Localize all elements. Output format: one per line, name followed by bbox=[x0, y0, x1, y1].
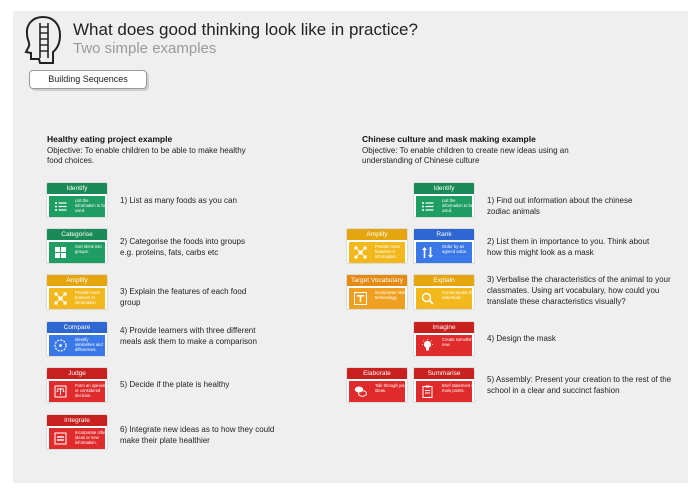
card-title: Compare bbox=[47, 322, 107, 333]
head-ladder-logo-icon bbox=[24, 15, 62, 64]
card-summarise[interactable]: Summarise Brief statement of main points… bbox=[413, 367, 475, 403]
card-description: Communicate the essentials. bbox=[442, 290, 475, 300]
card-description: List the information to be used. bbox=[75, 198, 107, 213]
card-title: Elaborate bbox=[347, 368, 407, 379]
card-rank[interactable]: Rank Order by an agreed value. bbox=[413, 228, 475, 264]
left-step-5: 5) Decide if the plate is healthy bbox=[120, 380, 230, 389]
card-amplify-right[interactable]: Amplify Provide more features or informa… bbox=[346, 228, 408, 264]
card-amplify[interactable]: Amplify Provide more features or informa… bbox=[46, 274, 108, 310]
lightbulb-icon bbox=[422, 339, 433, 351]
card-compare[interactable]: Compare Identify similarities and differ… bbox=[46, 321, 108, 357]
card-title: Explain bbox=[414, 275, 474, 286]
left-step-3: 3) Explain the features of each food gro… bbox=[120, 287, 247, 307]
card-title: Amplify bbox=[47, 275, 107, 286]
page-subtitle: Two simple examples bbox=[73, 40, 217, 57]
card-categorise[interactable]: Categorise Sort items into groups. bbox=[46, 228, 108, 264]
speech-icon bbox=[354, 386, 367, 397]
list-icon bbox=[422, 202, 434, 211]
list-icon bbox=[55, 202, 67, 211]
scales-icon bbox=[54, 385, 67, 398]
card-description: Create something new. bbox=[442, 337, 475, 347]
card-identify-right[interactable]: Identify List the information to be used… bbox=[413, 182, 475, 218]
card-title: Rank bbox=[414, 229, 474, 240]
right-step-3: 3) Verbalise the characteristics of the … bbox=[487, 275, 671, 306]
card-imagine[interactable]: Imagine Create something new. bbox=[413, 321, 475, 357]
card-target-vocabulary[interactable]: Target Vocabulary Incorporate new termin… bbox=[346, 274, 408, 310]
card-description: Brief statement of main points. bbox=[442, 383, 475, 393]
card-description: Incorporate others ideas or new informat… bbox=[75, 430, 108, 445]
clipboard-icon bbox=[422, 385, 433, 398]
left-step-2: 2) Categorise the foods into groups e.g.… bbox=[120, 237, 245, 257]
card-description: Identify similarities and differences. bbox=[75, 337, 103, 352]
network-icon bbox=[54, 292, 67, 305]
right-step-1: 1) Find out information about the chines… bbox=[487, 196, 633, 216]
text-icon bbox=[354, 292, 367, 305]
card-integrate[interactable]: Integrate Incorporate others ideas or ne… bbox=[46, 414, 108, 450]
card-title: Judge bbox=[47, 368, 107, 379]
circle-compare-icon bbox=[54, 339, 67, 352]
right-step-4: 4) Design the mask bbox=[487, 334, 556, 343]
card-title: Imagine bbox=[414, 322, 474, 333]
card-title: Identify bbox=[47, 183, 107, 194]
card-description: Talk through your ideas. bbox=[375, 383, 408, 393]
right-column-title: Chinese culture and mask making example bbox=[362, 134, 536, 144]
building-sequences-button[interactable]: Building Sequences bbox=[29, 70, 147, 89]
card-elaborate[interactable]: Elaborate Talk through your ideas. bbox=[346, 367, 408, 403]
equals-icon bbox=[54, 432, 67, 445]
card-description: Provide more features or information. bbox=[75, 290, 100, 305]
card-description: Provide more features or information. bbox=[375, 244, 400, 259]
card-description: Form an opinion or considered decision. bbox=[75, 383, 106, 398]
network-icon bbox=[354, 246, 367, 259]
left-step-4: 4) Provide learners with three different… bbox=[120, 326, 257, 346]
card-description: Order by an agreed value. bbox=[442, 244, 468, 254]
left-step-1: 1) List as many foods as you can bbox=[120, 196, 237, 205]
right-objective: Objective: To enable children to create … bbox=[362, 146, 569, 165]
grid-icon bbox=[55, 247, 66, 258]
card-explain[interactable]: Explain Communicate the essentials. bbox=[413, 274, 475, 310]
card-title: Amplify bbox=[347, 229, 407, 240]
card-title: Integrate bbox=[47, 415, 107, 426]
left-column-title: Healthy eating project example bbox=[47, 134, 173, 144]
card-title: Summarise bbox=[414, 368, 474, 379]
card-title: Target Vocabulary bbox=[347, 275, 407, 286]
magnifier-icon bbox=[421, 292, 434, 305]
left-step-6: 6) Integrate new ideas as to how they co… bbox=[120, 425, 275, 445]
page-title: What does good thinking look like in pra… bbox=[73, 20, 418, 39]
right-step-2: 2) List them in importance to you. Think… bbox=[487, 237, 650, 257]
card-description: Incorporate new terminology. bbox=[375, 290, 406, 300]
card-identify[interactable]: Identify List the information to be used… bbox=[46, 182, 108, 218]
right-step-5: 5) Assembly: Present your creation to th… bbox=[487, 375, 672, 395]
sort-arrows-icon bbox=[422, 247, 433, 258]
card-description: Sort items into groups. bbox=[75, 244, 102, 254]
card-judge[interactable]: Judge Form an opinion or considered deci… bbox=[46, 367, 108, 403]
card-title: Categorise bbox=[47, 229, 107, 240]
card-description: List the information to be used. bbox=[442, 198, 474, 213]
card-title: Identify bbox=[414, 183, 474, 194]
left-objective: Objective: To enable children to be able… bbox=[47, 146, 246, 165]
